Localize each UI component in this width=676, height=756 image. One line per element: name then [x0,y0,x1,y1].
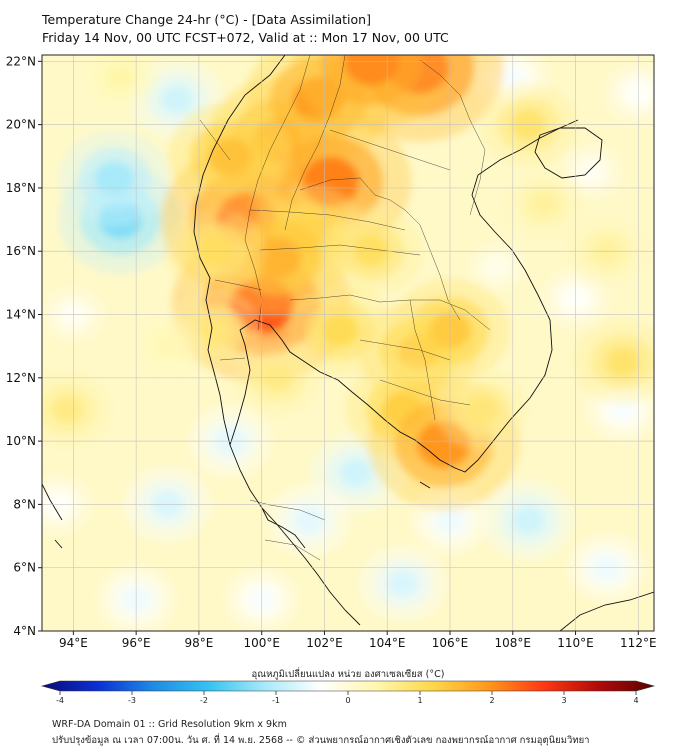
lon-label: 112°E [620,636,657,650]
lat-label: 4°N [13,624,36,638]
lon-label: 108°E [495,636,532,650]
field-blob [579,162,603,182]
colorbar-tick-label: 2 [489,696,494,705]
field-blob [294,507,324,533]
lon-label: 98°E [184,636,213,650]
field-blob [609,398,636,421]
field-blob [208,137,253,176]
field-blob [94,161,134,196]
field-blob [107,65,134,89]
lat-label: 6°N [13,561,36,575]
chart-subtitle: Friday 14 Nov, 00 UTC FCST+072, Valid at… [42,30,449,45]
model-info: WRF-DA Domain 01 :: Grid Resolution 9km … [52,719,287,730]
lon-label: 100°E [243,636,280,650]
colorbar-tick-label: 1 [417,696,422,705]
lat-label: 20°N [6,118,36,132]
field-blob [465,395,498,424]
lon-label: 104°E [369,636,406,650]
colorbar-label: อุณหภูมิเปลี่ยนแปลง หน่วย องศาเซลเซียส (… [252,667,445,680]
lat-label: 18°N [6,181,36,195]
colorbar-ticks: -4 -3 -2 -1 0 1 2 3 4 [56,691,639,705]
field-blob [160,85,194,114]
colorbar-tick-label: -3 [128,696,136,705]
lon-label: 94°E [59,636,88,650]
field-blob [387,570,419,597]
colorbar-tick-label: 3 [561,696,566,705]
lat-label: 10°N [6,434,36,448]
map-frame [41,54,655,632]
field-blob [339,458,372,487]
lon-axis: 94°E 96°E 98°E 100°E 102°E 104°E 106°E 108°E 110… [59,631,657,650]
colorbar-tick-label: 4 [633,696,638,705]
colorbar [40,680,656,692]
admin-borders [199,55,491,561]
colorbar-tick-label: -4 [56,696,64,705]
colorbar-tick-label: -2 [200,696,208,705]
field-blob [512,506,545,535]
field-blob [605,347,640,377]
field-blob [344,55,399,86]
chart-title: Temperature Change 24-hr (°C) - [Data As… [42,12,371,27]
colorbar-tick-label: 0 [345,696,350,705]
lat-label: 16°N [6,244,36,258]
field-blob [486,257,508,277]
colorbar-tick-label: -1 [272,696,280,705]
field-blob [198,316,231,345]
lon-label: 96°E [122,636,151,650]
graticule [42,55,654,631]
field-blob [51,396,83,423]
credits: ปรับปรุงข้อมูล ณ เวลา 07:00น. วัน ศ. ที่… [52,735,590,746]
field-blob [321,314,359,347]
field-blob [254,237,301,278]
lat-label: 14°N [6,308,36,322]
field-blob [530,191,558,216]
temperature-field [42,55,654,631]
lat-label: 12°N [6,371,36,385]
lon-label: 106°E [432,636,469,650]
lon-label: 110°E [557,636,594,650]
lat-label: 8°N [13,497,36,511]
lon-label: 102°E [306,636,343,650]
field-blob [155,335,180,357]
lat-label: 22°N [6,54,36,68]
lat-axis: 22°N 20°N 18°N 16°N 14°N 12°N 10°N 8°N 6°N 4°N [6,54,42,638]
